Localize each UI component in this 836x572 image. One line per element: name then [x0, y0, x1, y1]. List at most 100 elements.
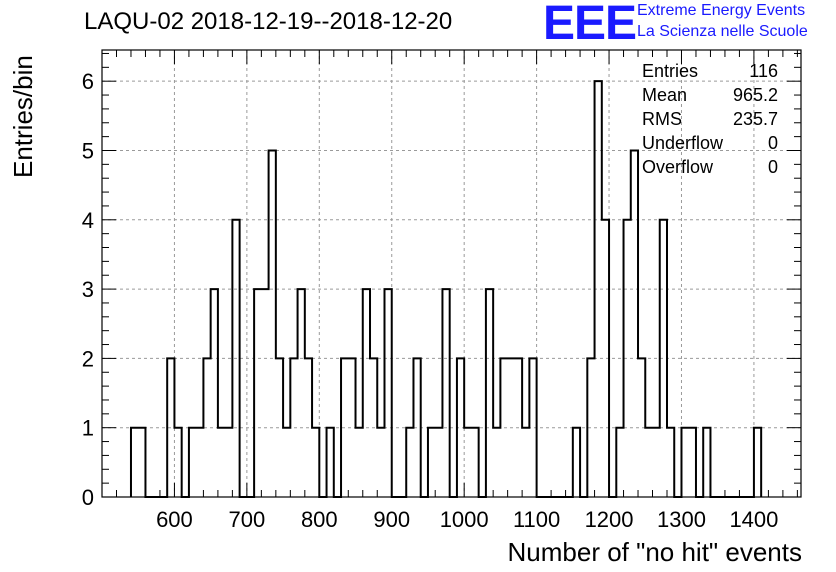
histogram-bin — [573, 428, 580, 497]
histogram-bin — [645, 428, 652, 497]
histogram-bin — [232, 220, 239, 497]
histogram-bin — [370, 358, 377, 497]
stat-value: 116 — [749, 61, 778, 81]
histogram-bin — [131, 428, 138, 497]
histogram-bin — [290, 358, 297, 497]
histogram-bin — [471, 428, 478, 497]
x-tick-label: 700 — [229, 507, 266, 532]
x-tick-label: 1400 — [729, 507, 778, 532]
x-tick-label: 900 — [373, 507, 410, 532]
histogram-bin — [218, 428, 225, 497]
histogram-bin — [341, 358, 348, 497]
stat-value: 0 — [767, 157, 778, 177]
stat-label: Entries — [642, 61, 699, 81]
stat-label: Underflow — [642, 133, 724, 153]
stat-row-rms: RMS 235.7 — [642, 107, 778, 131]
histogram-bin — [442, 289, 449, 497]
histogram-bin — [508, 358, 515, 497]
logo-text-line2: La Scienza nelle Scuole — [637, 23, 808, 40]
plot-frame — [101, 49, 802, 498]
stat-label: RMS — [642, 109, 682, 129]
histogram-bin — [211, 289, 218, 497]
histogram-bin — [638, 358, 645, 497]
histogram-bin — [203, 358, 210, 497]
y-tick-label: 2 — [82, 346, 94, 371]
chart-title: LAQU-02 2018-12-19--2018-12-20 — [84, 8, 453, 35]
histogram-bin — [529, 358, 536, 497]
histogram-bin — [138, 428, 145, 497]
histogram-bin — [754, 428, 761, 497]
histogram-bin — [493, 428, 500, 497]
histogram-bin — [667, 428, 674, 497]
histogram-bin — [457, 358, 464, 497]
x-tick-label: 1300 — [657, 507, 706, 532]
histogram-bin — [261, 289, 268, 497]
histogram-bin — [616, 428, 623, 497]
histogram-bin — [500, 358, 507, 497]
histogram-bin — [356, 428, 363, 497]
stat-row-underflow: Underflow 0 — [642, 131, 778, 155]
histogram-bin — [464, 428, 471, 497]
histogram-bin — [653, 428, 660, 497]
y-tick-label: 0 — [82, 485, 94, 510]
x-tick-label: 1000 — [440, 507, 489, 532]
histogram-bin — [486, 289, 493, 497]
x-tick-label: 800 — [301, 507, 338, 532]
y-tick-label: 3 — [82, 277, 94, 302]
histogram-bin — [602, 220, 609, 497]
histogram-bin — [283, 428, 290, 497]
histogram-bin — [624, 220, 631, 497]
y-tick-label: 4 — [82, 208, 94, 233]
histogram-bin — [327, 428, 334, 497]
histogram-bin — [595, 81, 602, 497]
y-axis-label-container: Entries/bin — [6, 40, 40, 180]
stat-value: 235.7 — [732, 109, 778, 129]
histogram-bin — [689, 428, 696, 497]
stat-value: 0 — [767, 133, 778, 153]
histogram-bin — [363, 289, 370, 497]
y-tick-label: 6 — [82, 69, 94, 94]
histogram-bin — [681, 428, 688, 497]
histogram-bin — [384, 289, 391, 497]
x-tick-label: 1200 — [585, 507, 634, 532]
stat-label: Overflow — [642, 157, 714, 177]
histogram-bin — [276, 358, 283, 497]
histogram-outline — [129, 80, 763, 498]
x-axis-label: Number of "no hit" events — [507, 537, 803, 567]
stat-label: Mean — [642, 85, 688, 105]
x-tick-label: 1100 — [513, 507, 560, 532]
histogram-bin — [189, 428, 196, 497]
y-tick-label: 5 — [82, 138, 94, 163]
histogram-bin — [631, 150, 638, 497]
histogram-bin — [269, 150, 276, 497]
histogram-bin — [435, 428, 442, 497]
histogram-bin — [377, 428, 384, 497]
stats-box: Entries 116 Mean 965.2 RMS 235.7 Underfl… — [642, 59, 778, 179]
histogram-bin — [254, 289, 261, 497]
histogram-bin — [196, 428, 203, 497]
histogram-bin — [225, 428, 232, 497]
stat-row-mean: Mean 965.2 — [642, 83, 778, 107]
logo-text-line1: Extreme Energy Events — [637, 2, 806, 19]
histogram-bin — [660, 220, 667, 497]
histogram-bin — [428, 428, 435, 497]
y-axis-label: Entries/bin — [8, 55, 38, 178]
y-tick-label: 1 — [82, 416, 94, 441]
stat-row-entries: Entries 116 — [642, 59, 778, 83]
histogram-bin — [348, 358, 355, 497]
histogram-bin — [522, 428, 529, 497]
histogram-bin — [298, 289, 305, 497]
histogram-bin — [515, 358, 522, 497]
eee-logo-icon: EEE — [543, 0, 637, 50]
histogram-bin — [587, 358, 594, 497]
stat-value: 965.2 — [732, 85, 778, 105]
histogram-bin — [167, 358, 174, 497]
histogram-bin — [174, 428, 181, 497]
histogram-bin — [703, 428, 710, 497]
histogram-bin — [305, 358, 312, 497]
histogram-bin — [413, 358, 420, 497]
stat-row-overflow: Overflow 0 — [642, 155, 778, 179]
histogram-bin — [406, 428, 413, 497]
